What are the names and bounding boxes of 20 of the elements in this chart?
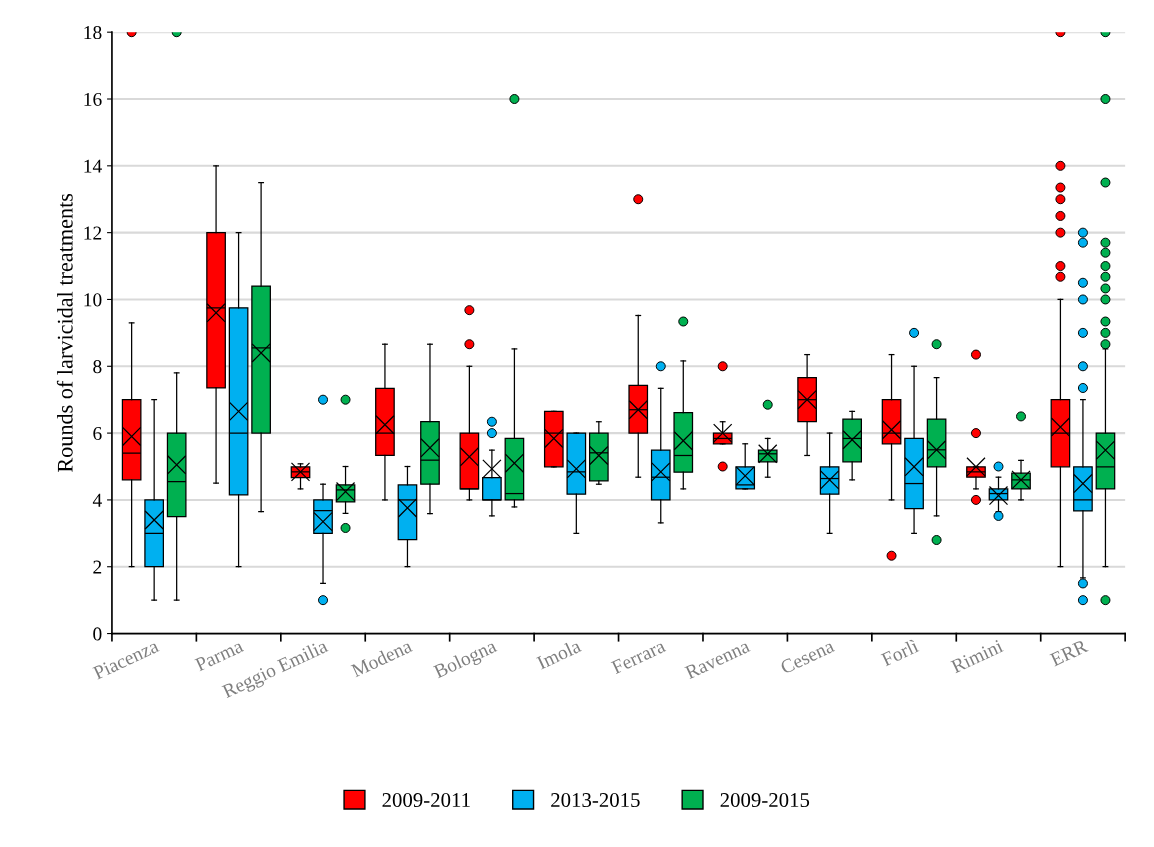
x-tick-label: Cesena xyxy=(779,639,836,675)
x-tick-label: Rimini xyxy=(950,639,1004,674)
y-tick-label: 4 xyxy=(92,493,102,507)
y-tick-label: 0 xyxy=(93,627,102,641)
y-axis-title: Rounds of larvicidal treatments xyxy=(56,193,73,473)
y-tick-label: 6 xyxy=(93,426,102,441)
legend-label: 2009-2011 xyxy=(382,793,470,808)
legend-label: 2013-2015 xyxy=(551,793,640,808)
y-tick-label: 8 xyxy=(93,360,102,374)
y-tick-label: 14 xyxy=(84,159,102,173)
x-tick-label: Imola xyxy=(535,638,582,670)
legend-label: 2009-2015 xyxy=(720,793,810,808)
y-tick-label: 16 xyxy=(84,92,102,106)
y-tick-label: 18 xyxy=(84,26,102,40)
y-tick-label: 10 xyxy=(84,293,102,307)
x-tick-label: Forlì xyxy=(880,638,920,667)
y-tick-label: 12 xyxy=(84,226,102,240)
y-tick-label: 2 xyxy=(93,560,102,574)
x-tick-label: Ferrara xyxy=(610,639,667,675)
x-tick-label: ERR xyxy=(1049,639,1089,667)
